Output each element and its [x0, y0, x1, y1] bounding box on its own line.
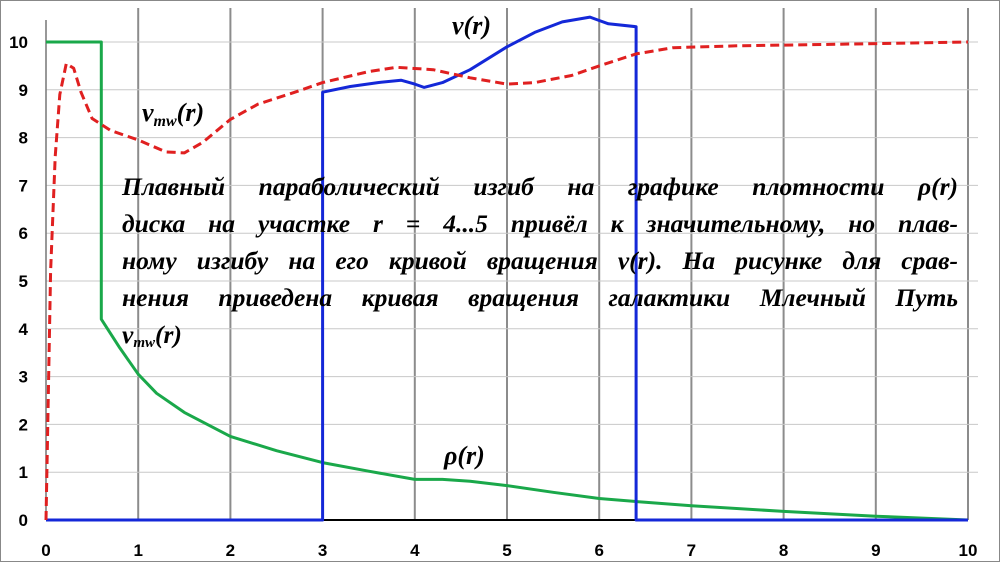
- v-series-label: v(r): [452, 11, 491, 40]
- caption-line-3: ному изгибу на его кривой вращения v(r).…: [122, 246, 958, 275]
- y-tick-label: 7: [19, 176, 28, 195]
- series-line: [44, 40, 969, 521]
- x-tick-label: 0: [41, 541, 50, 560]
- series-lines: [44, 15, 969, 522]
- caption-line-5: vmw(r): [122, 320, 182, 351]
- x-tick-label: 9: [871, 541, 880, 560]
- x-tick-label: 2: [226, 541, 235, 560]
- y-tick-label: 9: [19, 81, 28, 100]
- x-tick-label: 6: [594, 541, 603, 560]
- caption-text: Плавный параболический изгиб на графике …: [122, 168, 958, 353]
- x-tick-labels: 0 1 2 3 4 5 6 7 8 9 10: [41, 541, 977, 560]
- caption-line-2: диска на участке r = 4...5 привёл к знач…: [122, 209, 958, 238]
- y-tick-label: 10: [9, 33, 28, 52]
- y-tick-label: 6: [19, 224, 28, 243]
- caption-line-1: Плавный параболический изгиб на графике …: [122, 172, 958, 201]
- rho-series-label: ρ(r): [443, 441, 485, 470]
- x-tick-label: 5: [502, 541, 511, 560]
- y-tick-label: 4: [19, 320, 29, 339]
- x-tick-label: 4: [410, 541, 420, 560]
- x-tick-label: 7: [687, 541, 696, 560]
- y-tick-label: 5: [19, 272, 28, 291]
- caption-line-4: нения приведена кривая вращения галактик…: [122, 283, 958, 312]
- series-line: [46, 40, 969, 522]
- vmw-series-label: vmw(r): [142, 98, 204, 130]
- x-tick-label: 3: [318, 541, 327, 560]
- series-line: [46, 15, 968, 522]
- grid-lines: [46, 8, 978, 520]
- y-tick-labels: 0 1 2 3 4 5 6 7 8 9 10: [9, 33, 28, 530]
- x-tick-label: 10: [959, 541, 978, 560]
- x-tick-label: 8: [779, 541, 788, 560]
- y-tick-label: 1: [19, 463, 28, 482]
- x-tick-label: 1: [133, 541, 142, 560]
- y-tick-label: 0: [19, 511, 28, 530]
- y-tick-label: 3: [19, 368, 28, 387]
- y-tick-label: 2: [19, 415, 28, 434]
- y-tick-label: 8: [19, 129, 28, 148]
